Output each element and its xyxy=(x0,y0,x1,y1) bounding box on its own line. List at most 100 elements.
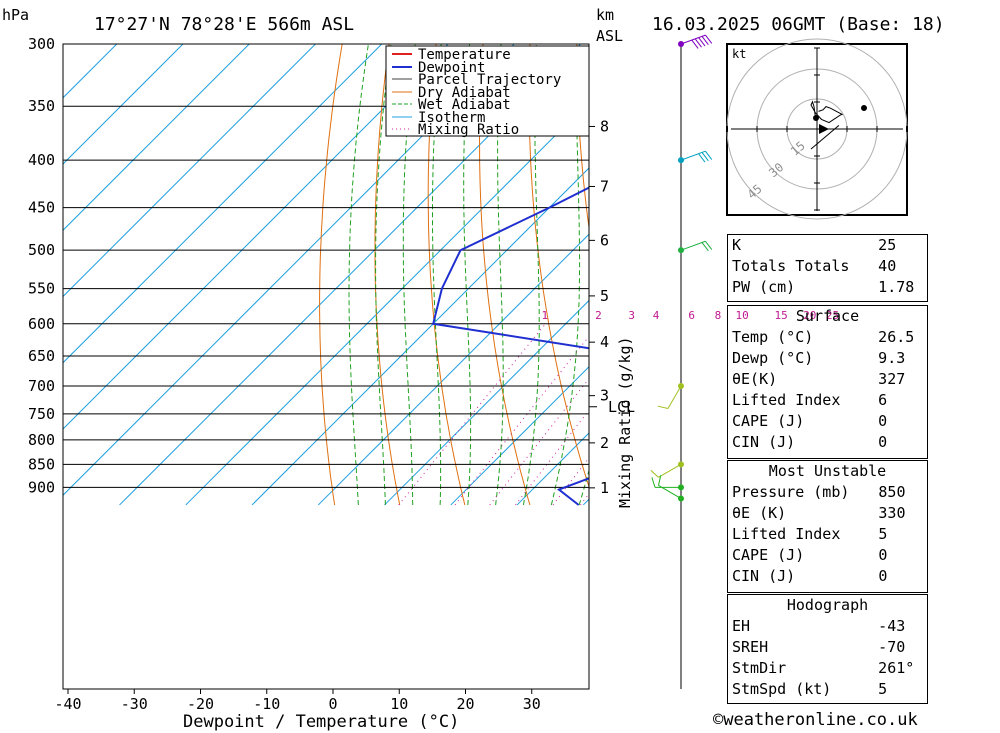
index-value: 40 xyxy=(878,257,897,275)
temp-tick-label: 20 xyxy=(456,695,474,713)
index-value: 1.78 xyxy=(878,278,915,296)
hodo-label: StmSpd (kt) xyxy=(732,680,832,698)
km-label: km xyxy=(596,6,614,24)
index-label: Totals Totals xyxy=(732,257,850,275)
hodograph-trace xyxy=(810,100,843,124)
mu-value: 5 xyxy=(878,525,888,543)
mu-label: θE (K) xyxy=(732,504,787,522)
wind-barb-feather xyxy=(657,475,662,486)
legend-box xyxy=(385,45,590,137)
isotherm-line xyxy=(63,44,184,165)
index-value: 25 xyxy=(878,236,897,254)
chart-background-lines xyxy=(63,44,739,506)
most-unstable-box: Most Unstable Pressure (mb) 850 θE (K) 330… xyxy=(727,460,928,593)
dry-adiabat-line xyxy=(624,44,725,505)
legend-parcel: Parcel Trajectory xyxy=(418,72,561,88)
pressure-tick-label: 450 xyxy=(28,199,55,217)
pressure-tick-label: 900 xyxy=(28,478,55,496)
table-row: SREH -70 xyxy=(728,637,927,658)
datetime-title: 16.03.2025 06GMT (Base: 18) xyxy=(652,14,945,35)
surface-title: Surface xyxy=(795,307,860,325)
km-tick-label: 8 xyxy=(600,117,609,135)
pressure-tick-label: 300 xyxy=(28,35,55,53)
wind-barb-feather xyxy=(701,242,709,252)
wind-barb-feather xyxy=(705,150,713,160)
table-row: StmDir 261° xyxy=(728,658,927,679)
isotherm-line xyxy=(63,44,383,364)
hodo-value: -43 xyxy=(878,617,906,635)
chart-axes: 1 2 3 4 6 8 10 15 20 2530035040045050055060065070… xyxy=(28,35,839,713)
km-tick-label: 2 xyxy=(600,434,609,452)
pressure-tick-label: 700 xyxy=(28,377,55,395)
mixing-ratio-axis-title: Mixing Ratio (g/kg) xyxy=(616,336,634,508)
table-row: Totals Totals 40 xyxy=(728,256,927,277)
hodograph-table: Hodograph EH -43 SREH -70 StmDir 261° StmSp… xyxy=(728,595,927,700)
pressure-tick-label: 650 xyxy=(28,347,55,365)
chart-series xyxy=(431,186,589,506)
wind-barb-feather xyxy=(657,405,669,409)
pressure-tick-label: 500 xyxy=(28,241,55,259)
wind-barb-shaft xyxy=(680,34,706,45)
surface-value: 327 xyxy=(878,370,906,388)
hodograph-box: Hodograph EH -43 SREH -70 StmDir 261° StmSp… xyxy=(727,594,928,704)
footer-credit: ©weatheronline.co.uk xyxy=(713,710,918,730)
lcl-label: LCL xyxy=(608,398,635,416)
legend-dry-adiabat: Dry Adiabat xyxy=(418,85,511,101)
hodograph-point xyxy=(813,115,819,121)
km-tick-label: 7 xyxy=(600,177,609,195)
wind-barb-feather xyxy=(705,34,713,44)
plot-frame xyxy=(62,43,590,690)
legend-dewpoint: Dewpoint xyxy=(418,60,485,76)
table-row: CIN (J) 0 xyxy=(728,432,927,453)
legend-mixing-ratio: Mixing Ratio xyxy=(418,122,519,138)
surface-box: Surface Temp (°C) 26.5 Dewp (°C) 9.3 θE(K)… xyxy=(727,305,928,459)
isotherm-line xyxy=(384,299,589,506)
hodo-value: 5 xyxy=(878,680,888,698)
km-tick-label: 6 xyxy=(600,231,609,249)
wind-barb-shaft xyxy=(667,385,682,409)
mixing-ratio-label: 20 xyxy=(803,309,816,322)
mu-label: CIN (J) xyxy=(732,567,796,585)
isotherm-line xyxy=(317,233,589,506)
mu-value: 0 xyxy=(878,567,888,585)
legend-isotherm: Isotherm xyxy=(418,110,485,126)
wind-barb-shaft xyxy=(658,485,682,499)
most-unstable-table: Most Unstable Pressure (mb) 850 θE (K) 330… xyxy=(728,461,927,587)
isotherm-line xyxy=(450,366,589,506)
temp-tick-label: -20 xyxy=(187,695,214,713)
index-label: PW (cm) xyxy=(732,278,796,296)
surface-value: 6 xyxy=(878,391,888,409)
storm-motion-arrow xyxy=(819,124,829,134)
pressure-tick-label: 750 xyxy=(28,405,55,423)
temp-tick-label: 30 xyxy=(523,695,541,713)
pressure-tick-label: 400 xyxy=(28,151,55,169)
series-dewpoint xyxy=(431,186,589,506)
table-row: Lifted Index 6 xyxy=(728,390,927,411)
pressure-tick-label: 550 xyxy=(28,280,55,298)
surface-value: 0 xyxy=(878,412,888,430)
hodo-value: -70 xyxy=(878,638,906,656)
pressure-tick-label: 800 xyxy=(28,431,55,449)
surface-table: Surface Temp (°C) 26.5 Dewp (°C) 9.3 θE(K)… xyxy=(728,306,927,453)
wind-barb-feather xyxy=(705,240,713,250)
table-row: PW (cm) 1.78 xyxy=(728,277,927,298)
wet-adiabat-line xyxy=(432,44,442,506)
isotherm-line xyxy=(251,167,589,506)
mu-value: 850 xyxy=(878,483,906,501)
pressure-tick-label: 350 xyxy=(28,97,55,115)
dry-adiabat-line xyxy=(374,44,401,506)
temp-tick-label: -30 xyxy=(121,695,148,713)
table-row: CAPE (J) 0 xyxy=(728,411,927,432)
wet-adiabat-line xyxy=(635,44,739,505)
wet-adiabat-line xyxy=(495,44,504,506)
pressure-tick-label: 850 xyxy=(28,455,55,473)
isotherm-line xyxy=(63,44,118,99)
km-tick-label: 4 xyxy=(600,333,609,351)
pressure-tick-label: 600 xyxy=(28,315,55,333)
pressure-unit-label: hPa xyxy=(2,6,29,24)
hodograph-segment xyxy=(810,125,840,150)
surface-value: 9.3 xyxy=(878,349,906,367)
mixing-ratio-label: 25 xyxy=(826,309,839,322)
table-row: Pressure (mb) 850 xyxy=(728,482,927,503)
surface-label: θE(K) xyxy=(732,370,778,388)
